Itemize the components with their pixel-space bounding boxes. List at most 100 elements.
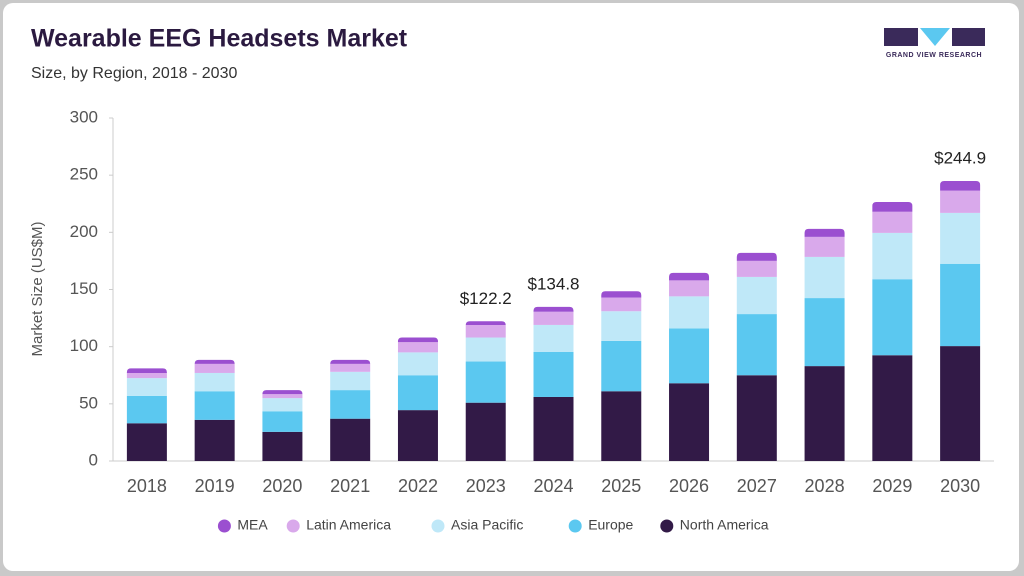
bar-segment xyxy=(465,321,506,326)
bar-segment xyxy=(533,306,574,312)
bar-segment xyxy=(533,311,574,325)
x-tick-label: 2022 xyxy=(398,476,438,496)
bar-segment xyxy=(601,391,642,461)
bar-segment xyxy=(397,375,438,411)
legend-label: Asia Pacific xyxy=(451,517,523,533)
bar-segment xyxy=(601,340,642,392)
y-axis-label: Market Size (US$M) xyxy=(29,221,46,356)
x-tick-label: 2023 xyxy=(466,476,506,496)
bar-segment xyxy=(736,314,777,376)
bar-segment xyxy=(330,371,371,391)
total-label: $244.9 xyxy=(934,148,986,167)
legend-swatch xyxy=(660,519,674,533)
logo-block xyxy=(884,28,918,46)
bar-segment xyxy=(126,395,167,424)
bar-segment xyxy=(397,337,438,343)
bar-segment xyxy=(126,423,167,461)
bar-segment xyxy=(397,352,438,376)
x-tick-label: 2020 xyxy=(262,476,302,496)
bar-segment xyxy=(262,394,303,399)
bar-segment xyxy=(465,402,506,461)
y-tick-label: 250 xyxy=(70,165,98,184)
bar-segment xyxy=(669,280,710,297)
bar-segment xyxy=(940,263,981,347)
bar-segment xyxy=(126,372,167,379)
bar-segment xyxy=(601,291,642,298)
bar-segment xyxy=(804,366,845,461)
logo-text: GRAND VIEW RESEARCH xyxy=(886,52,982,59)
legend-swatch xyxy=(431,519,445,533)
bar-segment xyxy=(940,180,981,191)
bar-segment xyxy=(804,298,845,367)
y-tick-label: 100 xyxy=(70,336,98,355)
y-tick-label: 0 xyxy=(89,450,98,469)
bar-segment xyxy=(330,390,371,419)
bar-segment xyxy=(194,359,235,364)
bar-segment xyxy=(533,396,574,461)
bar-segment xyxy=(397,342,438,353)
bar-segment xyxy=(533,324,574,352)
bar-segment xyxy=(262,411,303,432)
bar-segment xyxy=(194,419,235,461)
bar-segment xyxy=(736,375,777,461)
legend-swatch xyxy=(217,519,231,533)
logo-block xyxy=(920,28,950,46)
bar-segment xyxy=(397,410,438,461)
bar-segment xyxy=(330,359,371,364)
x-tick-label: 2018 xyxy=(127,476,167,496)
bar-segment xyxy=(465,324,506,338)
y-tick-label: 50 xyxy=(79,393,98,412)
y-tick-label: 300 xyxy=(70,107,98,126)
bar-segment xyxy=(465,361,506,403)
bar-segment xyxy=(533,351,574,397)
x-tick-label: 2019 xyxy=(195,476,235,496)
y-tick-label: 150 xyxy=(70,279,98,298)
bar-segment xyxy=(262,398,303,412)
bar-segment xyxy=(262,390,303,395)
bar-segment xyxy=(669,296,710,329)
x-tick-label: 2024 xyxy=(533,476,573,496)
chart-subtitle: Size, by Region, 2018 - 2030 xyxy=(31,65,237,82)
x-tick-label: 2029 xyxy=(872,476,912,496)
legend-label: North America xyxy=(680,517,769,533)
bar-segment xyxy=(669,383,710,461)
legend-label: MEA xyxy=(237,517,268,533)
bar-segment xyxy=(126,368,167,373)
bar-segment xyxy=(194,372,235,392)
bar-segment xyxy=(669,272,710,281)
bar-segment xyxy=(872,202,913,212)
bar-segment xyxy=(601,297,642,312)
x-tick-label: 2021 xyxy=(330,476,370,496)
y-tick-label: 200 xyxy=(70,222,98,241)
bar-segment xyxy=(872,355,913,461)
total-label: $134.8 xyxy=(528,274,580,293)
legend-label: Europe xyxy=(588,517,633,533)
total-label: $122.2 xyxy=(460,289,512,308)
bar-segment xyxy=(669,328,710,384)
logo-block xyxy=(952,28,985,46)
bar-segment xyxy=(736,260,777,277)
bar-segment xyxy=(804,256,845,299)
card xyxy=(3,3,1019,571)
bar-segment xyxy=(940,346,981,461)
bar-segment xyxy=(126,378,167,396)
bar-segment xyxy=(872,232,913,280)
x-tick-label: 2028 xyxy=(805,476,845,496)
bar-segment xyxy=(601,311,642,341)
bar-segment xyxy=(330,418,371,461)
bar-segment xyxy=(804,236,845,257)
bar-segment xyxy=(940,212,981,264)
x-tick-label: 2030 xyxy=(940,476,980,496)
bar-segment xyxy=(465,337,506,362)
legend-swatch xyxy=(286,519,300,533)
chart-title: Wearable EEG Headsets Market xyxy=(31,25,408,53)
bar-segment xyxy=(194,363,235,373)
x-tick-label: 2027 xyxy=(737,476,777,496)
bar-segment xyxy=(872,211,913,233)
bar-segment xyxy=(804,228,845,237)
bar-segment xyxy=(330,363,371,372)
legend-label: Latin America xyxy=(306,517,391,533)
bar-segment xyxy=(736,252,777,261)
